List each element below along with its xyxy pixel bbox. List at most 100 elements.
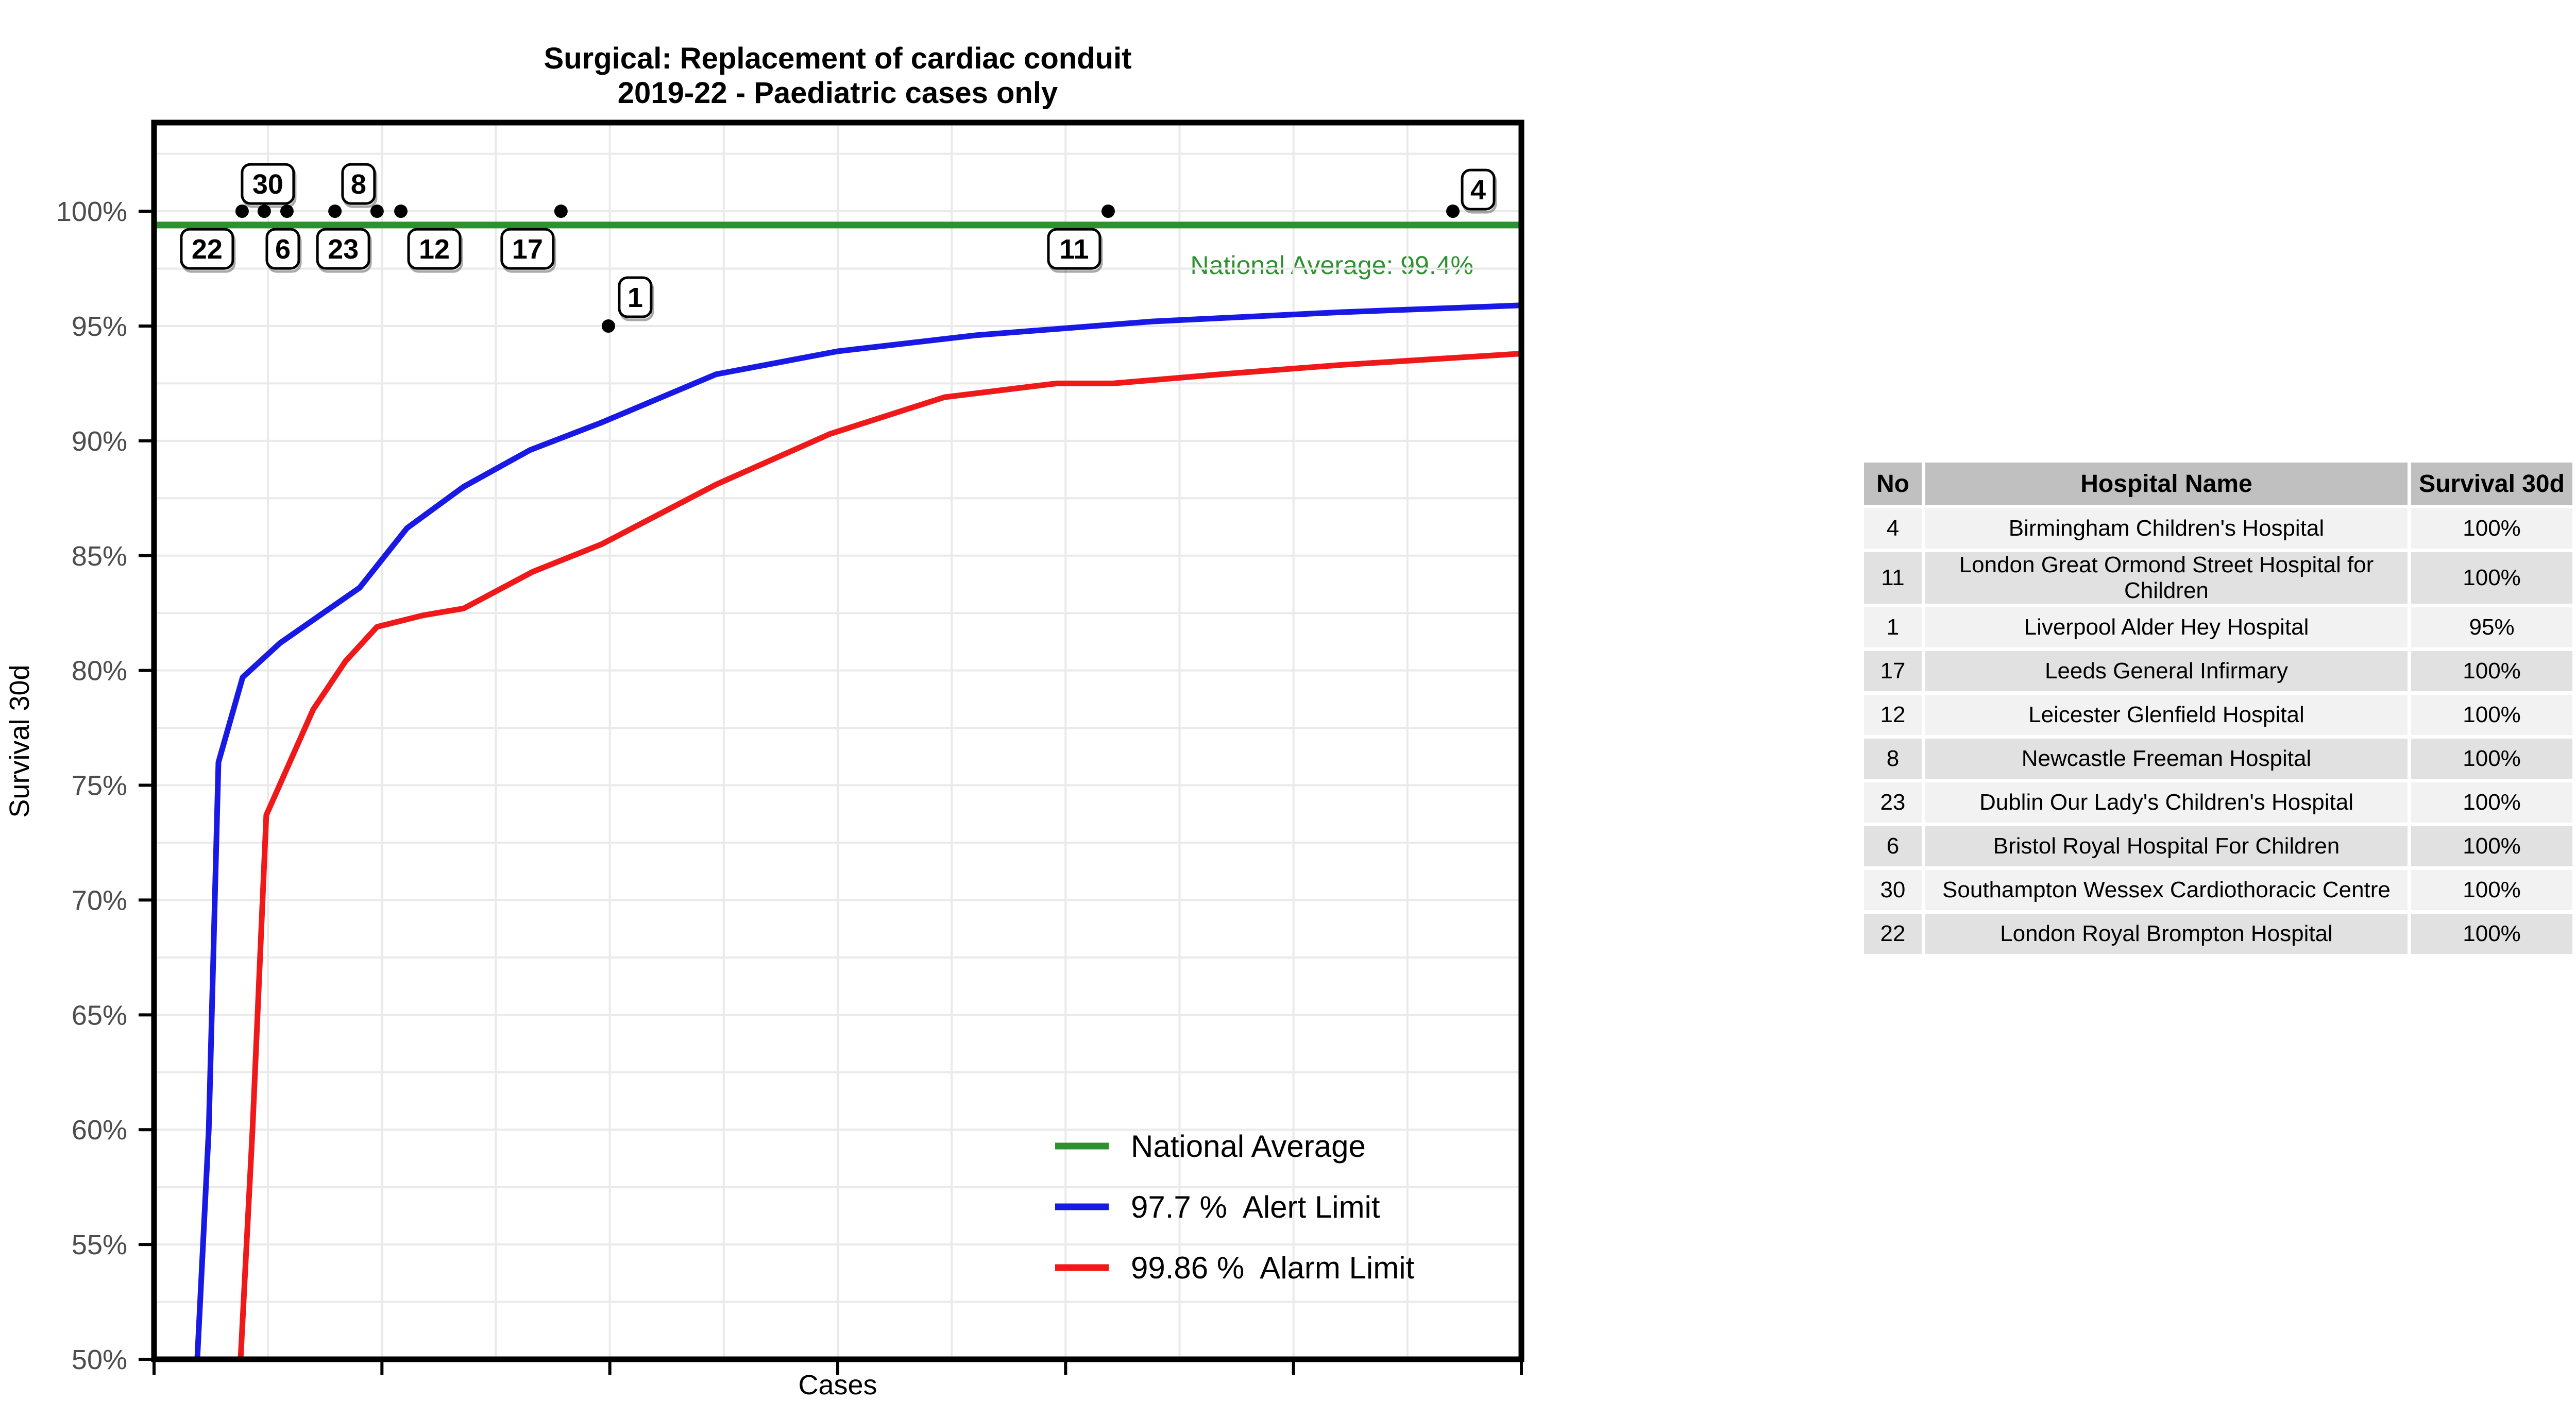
point-label: 11	[1059, 234, 1089, 265]
point-label-box	[1461, 168, 1496, 211]
data-point	[394, 204, 408, 218]
point-label: 23	[328, 234, 359, 265]
point-label: 12	[419, 234, 450, 265]
table-row: 30 Southampton Wessex Cardiothoracic Cent…	[1864, 870, 2572, 910]
cell-survival: 100%	[2411, 826, 2572, 866]
data-point	[257, 204, 271, 218]
cell-hospital-name: Birmingham Children's Hospital	[1925, 508, 2408, 549]
alert-limit-curve	[194, 302, 1524, 1362]
hospital-table: No Hospital Name Survival 30d 4 Birmingham …	[1860, 459, 2576, 958]
legend-label-national_average: National Average	[1131, 1129, 1366, 1164]
y-tick-label: 90%	[72, 426, 127, 457]
column-header-no: No	[1864, 463, 1922, 505]
point-label-box	[407, 228, 462, 270]
hospital-table-header: No Hospital Name Survival 30d	[1864, 463, 2572, 505]
point-label-box	[500, 228, 555, 270]
table-row: 6 Bristol Royal Hospital For Children 100%	[1864, 826, 2572, 866]
point-label-box	[618, 276, 653, 318]
hospital-table-container: No Hospital Name Survival 30d 4 Birmingham …	[1860, 459, 2576, 958]
cell-survival: 100%	[2411, 651, 2572, 691]
legend-label-alarm_limit: 99.86 % Alarm Limit	[1131, 1251, 1415, 1285]
hospital-table-body: 4 Birmingham Children's Hospital 100% 11 Lon…	[1864, 508, 2572, 954]
cell-no: 30	[1864, 870, 1922, 910]
y-tick-label: 85%	[72, 541, 127, 572]
cell-no: 8	[1864, 739, 1922, 779]
cell-no: 12	[1864, 695, 1922, 735]
y-tick-label: 50%	[72, 1344, 127, 1375]
cell-hospital-name: London Great Ormond Street Hospital for …	[1925, 552, 2408, 604]
y-tick-label: 100%	[56, 196, 127, 227]
point-label-box	[265, 228, 300, 270]
data-point	[554, 204, 568, 218]
legend: National Average 97.7 % Alert Limit 99.86 …	[1055, 1129, 1415, 1285]
header-row: No Hospital Name Survival 30d	[1864, 463, 2572, 505]
point-label-box	[1047, 228, 1101, 270]
y-tick-label: 95%	[72, 311, 127, 342]
chart-title: Surgical: Replacement of cardiac conduit	[544, 42, 1132, 75]
point-label: 17	[512, 234, 543, 265]
cell-survival: 95%	[2411, 607, 2572, 647]
cell-no: 22	[1864, 914, 1922, 954]
cell-hospital-name: Southampton Wessex Cardiothoracic Centre	[1925, 870, 2408, 910]
data-point	[328, 204, 342, 218]
cell-hospital-name: Leeds General Infirmary	[1925, 651, 2408, 691]
point-label: 22	[192, 234, 223, 265]
data-point	[601, 319, 615, 333]
point-label: 8	[351, 169, 366, 200]
table-row: 12 Leicester Glenfield Hospital 100%	[1864, 695, 2572, 735]
cell-no: 17	[1864, 651, 1922, 691]
point-label: 4	[1470, 175, 1486, 206]
point-label: 30	[252, 169, 283, 200]
cell-survival: 100%	[2411, 782, 2572, 823]
cell-no: 1	[1864, 607, 1922, 647]
table-row: 4 Birmingham Children's Hospital 100%	[1864, 508, 2572, 549]
point-label-box	[241, 163, 295, 205]
data-point	[1101, 204, 1115, 218]
table-row: 17 Leeds General Infirmary 100%	[1864, 651, 2572, 691]
x-axis	[152, 1359, 1523, 1375]
y-tick-label: 80%	[72, 656, 127, 687]
data-point	[235, 204, 249, 218]
cell-survival: 100%	[2411, 739, 2572, 779]
y-axis: 100% 95% 90% 85% 80% 75% 70% 65% 60% 55% 50%	[56, 196, 154, 1375]
cell-hospital-name: Bristol Royal Hospital For Children	[1925, 826, 2408, 866]
chart-subtitle: 2019-22 - Paediatric cases only	[617, 76, 1058, 110]
cell-hospital-name: London Royal Brompton Hospital	[1925, 914, 2408, 954]
table-row: 1 Liverpool Alder Hey Hospital 95%	[1864, 607, 2572, 647]
point-label-box	[316, 228, 370, 270]
cell-survival: 100%	[2411, 508, 2572, 549]
cell-survival: 100%	[2411, 552, 2572, 604]
column-header-hospital-name: Hospital Name	[1925, 463, 2408, 505]
cell-no: 6	[1864, 826, 1922, 866]
data-point	[1446, 204, 1460, 218]
cell-survival: 100%	[2411, 870, 2572, 910]
national-average-annotation: National Average: 99.4%	[1190, 251, 1473, 280]
cell-no: 11	[1864, 552, 1922, 604]
cell-hospital-name: Leicester Glenfield Hospital	[1925, 695, 2408, 735]
cell-hospital-name: Newcastle Freeman Hospital	[1925, 739, 2408, 779]
table-row: 11 London Great Ormond Street Hospital fo…	[1864, 552, 2572, 604]
y-tick-label: 55%	[72, 1229, 127, 1260]
point-label: 1	[628, 282, 643, 313]
y-tick-label: 60%	[72, 1115, 127, 1146]
cell-hospital-name: Liverpool Alder Hey Hospital	[1925, 607, 2408, 647]
point-label: 6	[275, 234, 291, 265]
cell-survival: 100%	[2411, 914, 2572, 954]
cell-hospital-name: Dublin Our Lady's Children's Hospital	[1925, 782, 2408, 823]
point-label-box	[180, 228, 234, 270]
gridlines	[154, 123, 1522, 1360]
cell-survival: 100%	[2411, 695, 2572, 735]
point-label-box	[341, 163, 376, 205]
table-row: 8 Newcastle Freeman Hospital 100%	[1864, 739, 2572, 779]
alarm-limit-curve	[238, 351, 1524, 1362]
data-point	[370, 204, 384, 218]
y-tick-label: 65%	[72, 1000, 127, 1031]
cell-no: 23	[1864, 782, 1922, 823]
legend-label-alert_limit: 97.7 % Alert Limit	[1131, 1190, 1380, 1224]
data-point	[280, 204, 294, 218]
table-row: 22 London Royal Brompton Hospital 100%	[1864, 914, 2572, 954]
cell-no: 4	[1864, 508, 1922, 549]
table-row: 23 Dublin Our Lady's Children's Hospital 1…	[1864, 782, 2572, 823]
